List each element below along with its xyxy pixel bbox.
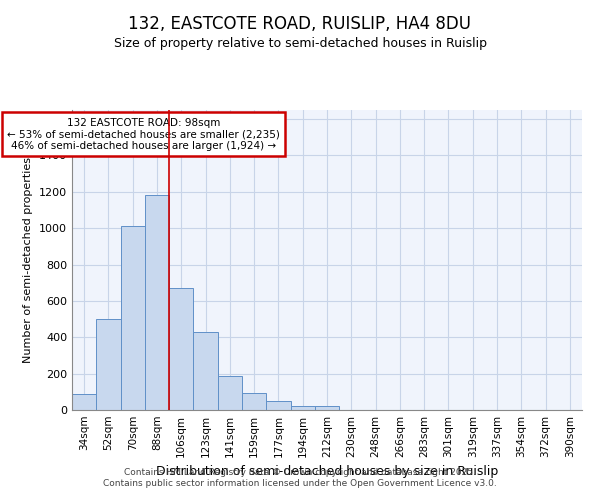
Bar bbox=[290, 406, 315, 410]
Bar bbox=[218, 376, 242, 410]
Bar bbox=[315, 406, 339, 410]
Bar bbox=[145, 196, 169, 410]
Text: 132, EASTCOTE ROAD, RUISLIP, HA4 8DU: 132, EASTCOTE ROAD, RUISLIP, HA4 8DU bbox=[128, 15, 472, 33]
X-axis label: Distribution of semi-detached houses by size in Ruislip: Distribution of semi-detached houses by … bbox=[156, 466, 498, 478]
Bar bbox=[121, 226, 145, 410]
Text: 132 EASTCOTE ROAD: 98sqm
← 53% of semi-detached houses are smaller (2,235)
46% o: 132 EASTCOTE ROAD: 98sqm ← 53% of semi-d… bbox=[7, 118, 280, 150]
Bar bbox=[193, 332, 218, 410]
Y-axis label: Number of semi-detached properties: Number of semi-detached properties bbox=[23, 157, 34, 363]
Text: Contains HM Land Registry data © Crown copyright and database right 2025.
Contai: Contains HM Land Registry data © Crown c… bbox=[103, 468, 497, 487]
Bar bbox=[169, 288, 193, 410]
Bar bbox=[72, 394, 96, 410]
Bar bbox=[242, 392, 266, 410]
Text: Size of property relative to semi-detached houses in Ruislip: Size of property relative to semi-detach… bbox=[113, 38, 487, 51]
Bar bbox=[266, 401, 290, 410]
Bar bbox=[96, 319, 121, 410]
